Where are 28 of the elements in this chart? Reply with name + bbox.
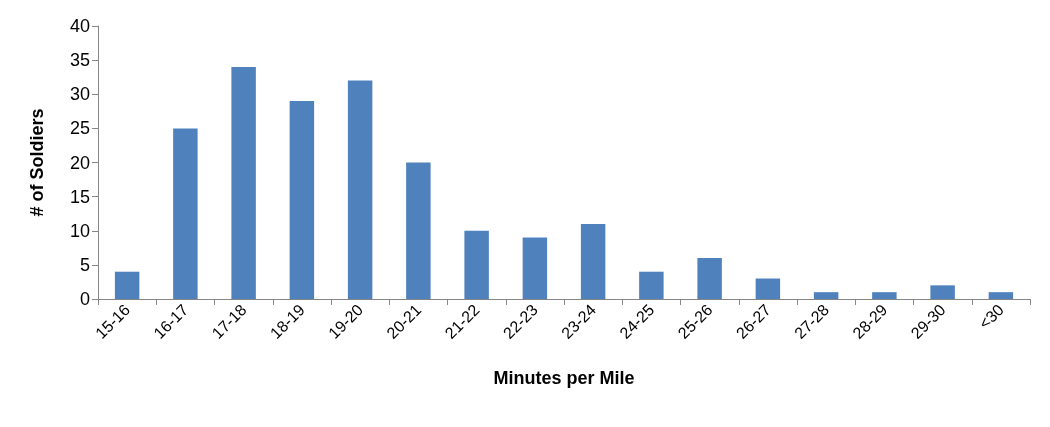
bar <box>755 278 781 299</box>
bar <box>930 285 955 299</box>
bar <box>406 162 431 299</box>
y-tick-label: 30 <box>69 84 90 105</box>
bar <box>697 258 722 299</box>
y-tick-label: 5 <box>79 254 90 275</box>
y-tick-label: 40 <box>69 16 90 36</box>
bar <box>988 292 1014 299</box>
y-tick-label: 10 <box>69 220 90 241</box>
y-tick-label: 35 <box>69 50 90 71</box>
bar <box>639 271 664 299</box>
bar <box>289 101 315 299</box>
bar <box>231 66 256 299</box>
bar <box>872 292 897 299</box>
bar <box>347 80 373 299</box>
bar <box>813 292 839 299</box>
x-axis-title: Minutes per Mile <box>493 368 635 388</box>
y-axis-title: # of Soldiers <box>27 108 47 217</box>
y-tick-label: 15 <box>69 186 90 207</box>
y-tick-label: 0 <box>79 289 90 309</box>
bar <box>114 271 140 299</box>
y-tick-label: 25 <box>69 118 90 139</box>
y-tick-label: 20 <box>69 152 90 173</box>
bar <box>580 223 606 299</box>
x-tick-label: <30 <box>975 300 1007 333</box>
bar <box>173 128 198 299</box>
bar <box>522 237 548 299</box>
bar <box>464 230 489 299</box>
